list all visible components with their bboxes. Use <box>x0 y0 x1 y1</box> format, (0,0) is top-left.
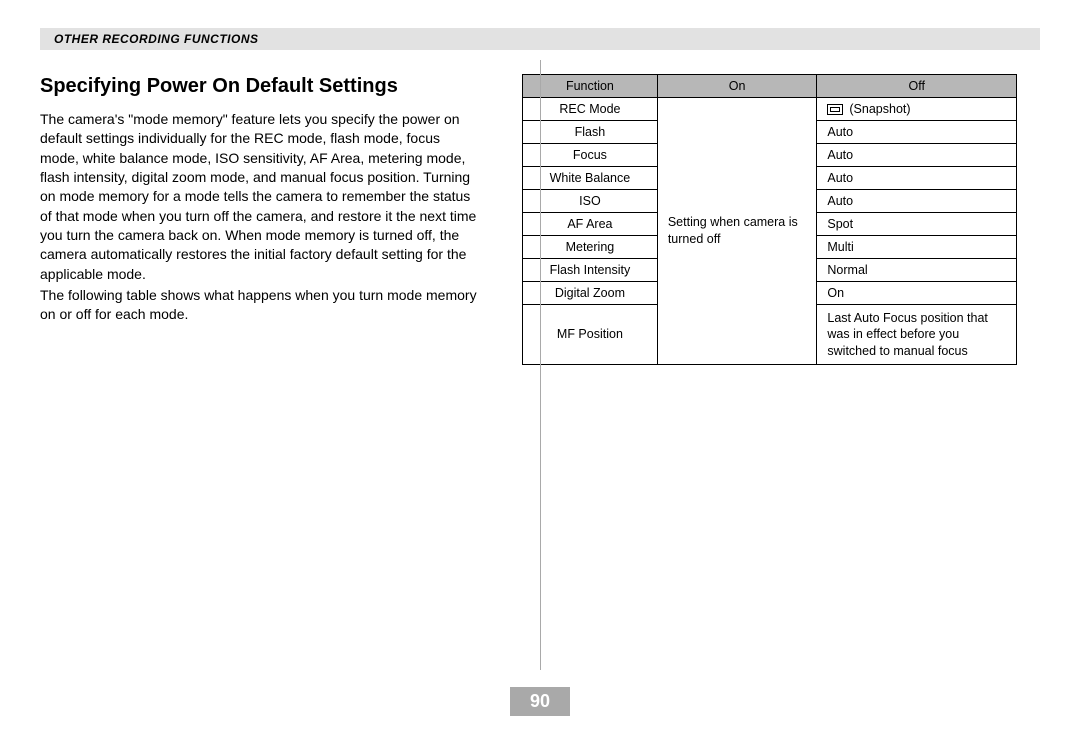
section-title: OTHER RECORDING FUNCTIONS <box>54 32 259 46</box>
cell-off: Auto <box>817 144 1017 167</box>
cell-function: MF Position <box>523 305 658 365</box>
cell-off: On <box>817 282 1017 305</box>
column-divider <box>540 60 541 670</box>
cell-off: Auto <box>817 167 1017 190</box>
table-row: REC Mode Setting when camera is turned o… <box>523 98 1017 121</box>
cell-off: Normal <box>817 259 1017 282</box>
cell-function: Focus <box>523 144 658 167</box>
cell-function: AF Area <box>523 213 658 236</box>
cell-function: Metering <box>523 236 658 259</box>
cell-off: Auto <box>817 121 1017 144</box>
cell-off: Spot <box>817 213 1017 236</box>
cell-function: Flash Intensity <box>523 259 658 282</box>
paragraph-1: The camera's "mode memory" feature lets … <box>40 110 482 284</box>
page-title: Specifying Power On Default Settings <box>40 74 482 98</box>
col-header-on: On <box>657 75 817 98</box>
section-header-bar: OTHER RECORDING FUNCTIONS <box>40 28 1040 50</box>
col-header-function: Function <box>523 75 658 98</box>
cell-off: Auto <box>817 190 1017 213</box>
cell-off-text: (Snapshot) <box>849 102 910 116</box>
page-number-container: 90 <box>0 687 1080 716</box>
body-text: The camera's "mode memory" feature lets … <box>40 110 482 324</box>
paragraph-2: The following table shows what happens w… <box>40 286 482 325</box>
page-number: 90 <box>510 687 570 716</box>
col-header-off: Off <box>817 75 1017 98</box>
table-body: REC Mode Setting when camera is turned o… <box>523 98 1017 365</box>
cell-function: Flash <box>523 121 658 144</box>
cell-function: Digital Zoom <box>523 282 658 305</box>
settings-table: Function On Off REC Mode Setting when ca… <box>522 74 1017 365</box>
cell-function: White Balance <box>523 167 658 190</box>
left-column: Specifying Power On Default Settings The… <box>40 74 500 365</box>
cell-on-merged: Setting when camera is turned off <box>657 98 817 365</box>
cell-function: REC Mode <box>523 98 658 121</box>
cell-off: Last Auto Focus position that was in eff… <box>817 305 1017 365</box>
snapshot-icon <box>827 104 843 115</box>
cell-off: Multi <box>817 236 1017 259</box>
table-header-row: Function On Off <box>523 75 1017 98</box>
right-column: Function On Off REC Mode Setting when ca… <box>500 74 1020 365</box>
cell-function: ISO <box>523 190 658 213</box>
cell-off: (Snapshot) <box>817 98 1017 121</box>
